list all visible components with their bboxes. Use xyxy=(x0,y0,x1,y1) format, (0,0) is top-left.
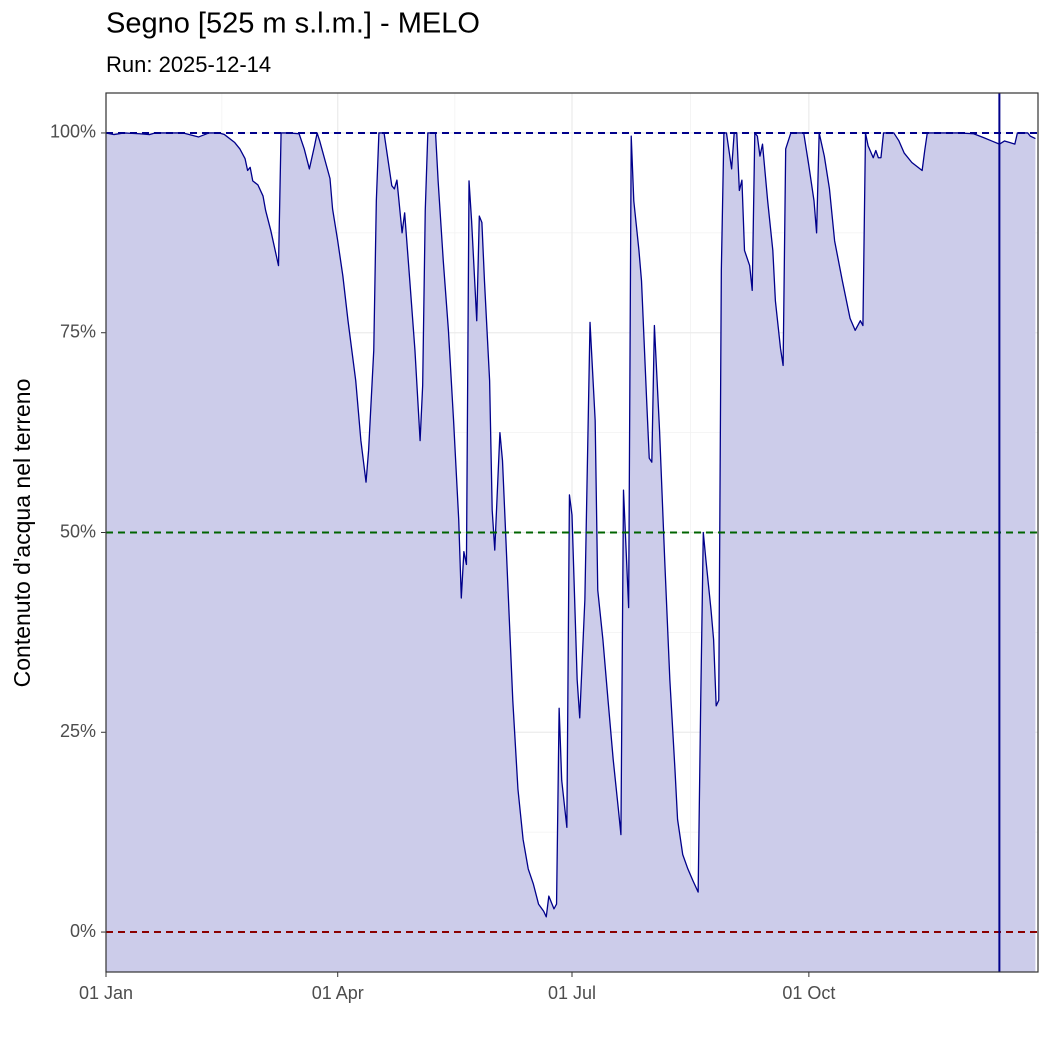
y-tick-label: 25% xyxy=(60,721,96,741)
x-tick-label: 01 Oct xyxy=(782,983,835,1003)
line xyxy=(105,132,1036,918)
chart-title: Segno [525 m s.l.m.] - MELO xyxy=(106,8,480,40)
x-tick-label: 01 Jul xyxy=(548,983,596,1003)
y-tick-label: 50% xyxy=(60,521,96,541)
y-tick-label: 100% xyxy=(50,122,96,142)
y-tick-label: 0% xyxy=(70,921,96,941)
x-tick-label: 01 Jan xyxy=(79,983,133,1003)
y-tick-label: 75% xyxy=(60,321,96,341)
area xyxy=(106,132,1036,972)
chart-subtitle: Run: 2025-12-14 xyxy=(106,52,271,77)
plot-border xyxy=(105,92,1039,973)
x-tick-label: 01 Apr xyxy=(312,983,364,1003)
y-axis-label: Contenuto d'acqua nel terreno xyxy=(9,379,35,688)
